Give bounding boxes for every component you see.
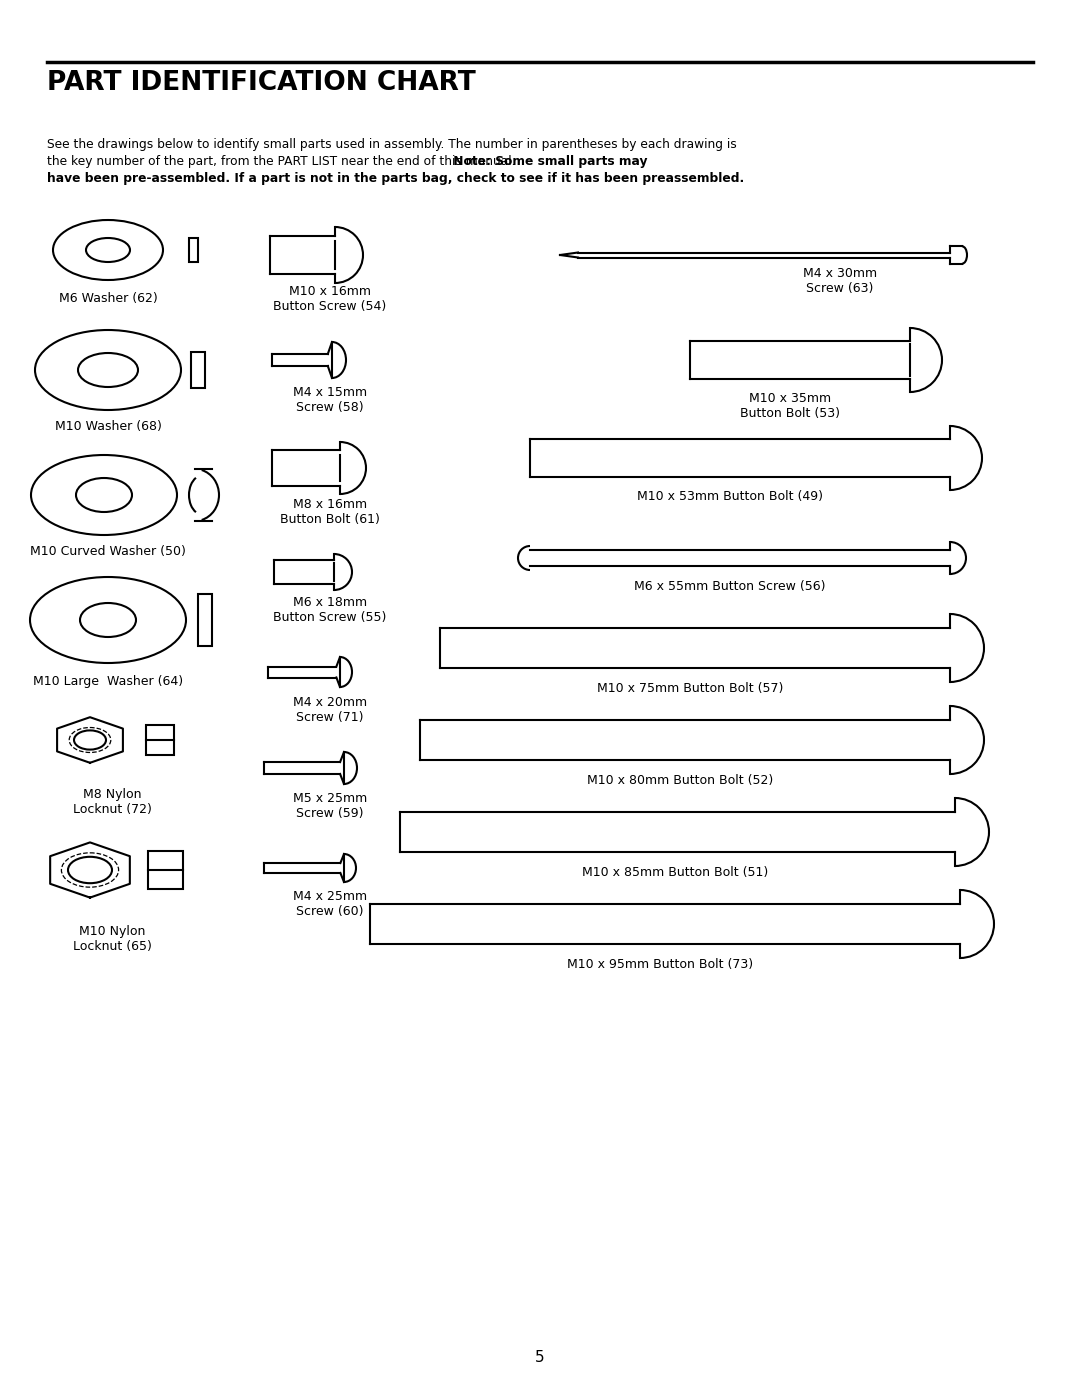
Text: the key number of the part, from the PART LIST near the end of this manual.: the key number of the part, from the PAR…	[48, 155, 515, 168]
Text: M6 x 18mm
Button Screw (55): M6 x 18mm Button Screw (55)	[273, 597, 387, 624]
Text: have been pre-assembled. If a part is not in the parts bag, check to see if it h: have been pre-assembled. If a part is no…	[48, 172, 744, 184]
Text: M10 x 95mm Button Bolt (73): M10 x 95mm Button Bolt (73)	[567, 958, 753, 971]
Text: M10 x 35mm
Button Bolt (53): M10 x 35mm Button Bolt (53)	[740, 393, 840, 420]
Text: M8 Nylon
Locknut (72): M8 Nylon Locknut (72)	[72, 788, 151, 816]
Text: M6 Washer (62): M6 Washer (62)	[58, 292, 158, 305]
Bar	[198, 594, 212, 645]
Bar	[191, 352, 205, 388]
Text: M10 Washer (68): M10 Washer (68)	[55, 420, 161, 433]
Text: M10 x 80mm Button Bolt (52): M10 x 80mm Button Bolt (52)	[586, 774, 773, 787]
Text: M10 Large  Washer (64): M10 Large Washer (64)	[32, 675, 184, 687]
Bar	[189, 237, 198, 263]
Text: Note: Some small parts may: Note: Some small parts may	[449, 155, 648, 168]
Bar	[146, 725, 174, 754]
Text: M6 x 55mm Button Screw (56): M6 x 55mm Button Screw (56)	[634, 580, 826, 592]
Bar	[148, 851, 183, 888]
Text: M10 x 16mm
Button Screw (54): M10 x 16mm Button Screw (54)	[273, 285, 387, 313]
Text: M10 x 85mm Button Bolt (51): M10 x 85mm Button Bolt (51)	[582, 866, 768, 879]
Text: M10 x 53mm Button Bolt (49): M10 x 53mm Button Bolt (49)	[637, 490, 823, 503]
Text: M10 Nylon
Locknut (65): M10 Nylon Locknut (65)	[72, 925, 151, 953]
Text: M5 x 25mm
Screw (59): M5 x 25mm Screw (59)	[293, 792, 367, 820]
Text: M4 x 15mm
Screw (58): M4 x 15mm Screw (58)	[293, 386, 367, 414]
Text: See the drawings below to identify small parts used in assembly. The number in p: See the drawings below to identify small…	[48, 138, 737, 151]
Text: M10 Curved Washer (50): M10 Curved Washer (50)	[30, 545, 186, 557]
Text: M4 x 20mm
Screw (71): M4 x 20mm Screw (71)	[293, 696, 367, 724]
Text: M8 x 16mm
Button Bolt (61): M8 x 16mm Button Bolt (61)	[280, 497, 380, 527]
Text: M4 x 25mm
Screw (60): M4 x 25mm Screw (60)	[293, 890, 367, 918]
Text: 5: 5	[536, 1350, 544, 1365]
Text: M4 x 30mm
Screw (63): M4 x 30mm Screw (63)	[802, 267, 877, 295]
Text: PART IDENTIFICATION CHART: PART IDENTIFICATION CHART	[48, 70, 476, 96]
Text: M10 x 75mm Button Bolt (57): M10 x 75mm Button Bolt (57)	[597, 682, 783, 694]
